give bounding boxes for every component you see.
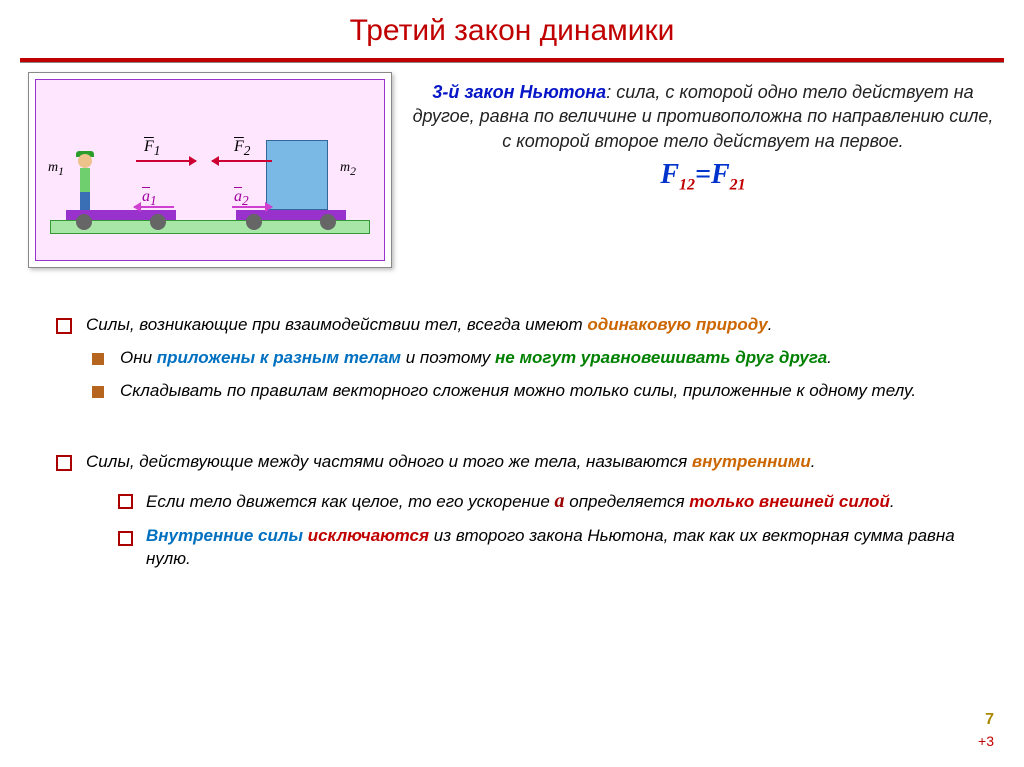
footer: 7 +3 [978,711,994,749]
bullet-list: Силы, возникающие при взаимодействии тел… [52,314,972,403]
content-body: Силы, возникающие при взаимодействии тел… [0,268,1024,571]
accel-arrow-a2 [232,206,272,208]
spacer [52,415,972,451]
sub-list: Они приложены к разным телам и поэтому н… [86,347,972,403]
footer-extra: +3 [978,733,994,749]
newton-third-law-diagram: m1 m2 F1 F2 a1 a2 [35,79,385,261]
label-f2: F2 [234,138,250,159]
page-title: Третий закон динамики [0,14,1024,48]
force-arrow-f1 [136,160,196,162]
title-bar: Третий закон динамики [0,0,1024,56]
force-arrow-f2 [212,160,272,162]
cart-right [236,210,346,220]
list-item: Если тело движется как целое, то его уск… [112,488,972,515]
wheel-icon [150,214,166,230]
cart-left [66,210,176,220]
list-item: Складывать по правилам векторного сложен… [86,380,972,403]
label-m1: m1 [48,160,64,178]
law-lead: 3-й закон Ньютона [432,82,606,102]
wheel-icon [246,214,262,230]
label-m2: m2 [340,160,356,178]
wheel-icon [320,214,336,230]
list-item: Они приложены к разным телам и поэтому н… [86,347,972,370]
sub-list: Если тело движется как целое, то его уск… [86,488,972,571]
law-statement: 3-й закон Ньютона: сила, с которой одно … [410,72,996,194]
person-icon [72,154,102,210]
list-item: Силы, действующие между частями одного и… [52,451,972,571]
diagram-frame: m1 m2 F1 F2 a1 a2 [28,72,392,268]
label-f1: F1 [144,138,160,159]
accel-arrow-a1 [134,206,174,208]
law-formula: F12=F21 [410,159,996,195]
list-item: Внутренние силы исключаются из второго з… [112,525,972,571]
slide-number: 7 [978,711,994,729]
top-row: m1 m2 F1 F2 a1 a2 3-й закон Ньютона: сил… [0,62,1024,268]
crate-icon [266,140,328,210]
wheel-icon [76,214,92,230]
law-paragraph: 3-й закон Ньютона: сила, с которой одно … [410,80,996,153]
bullet-list: Силы, действующие между частями одного и… [52,451,972,571]
list-item: Силы, возникающие при взаимодействии тел… [52,314,972,403]
